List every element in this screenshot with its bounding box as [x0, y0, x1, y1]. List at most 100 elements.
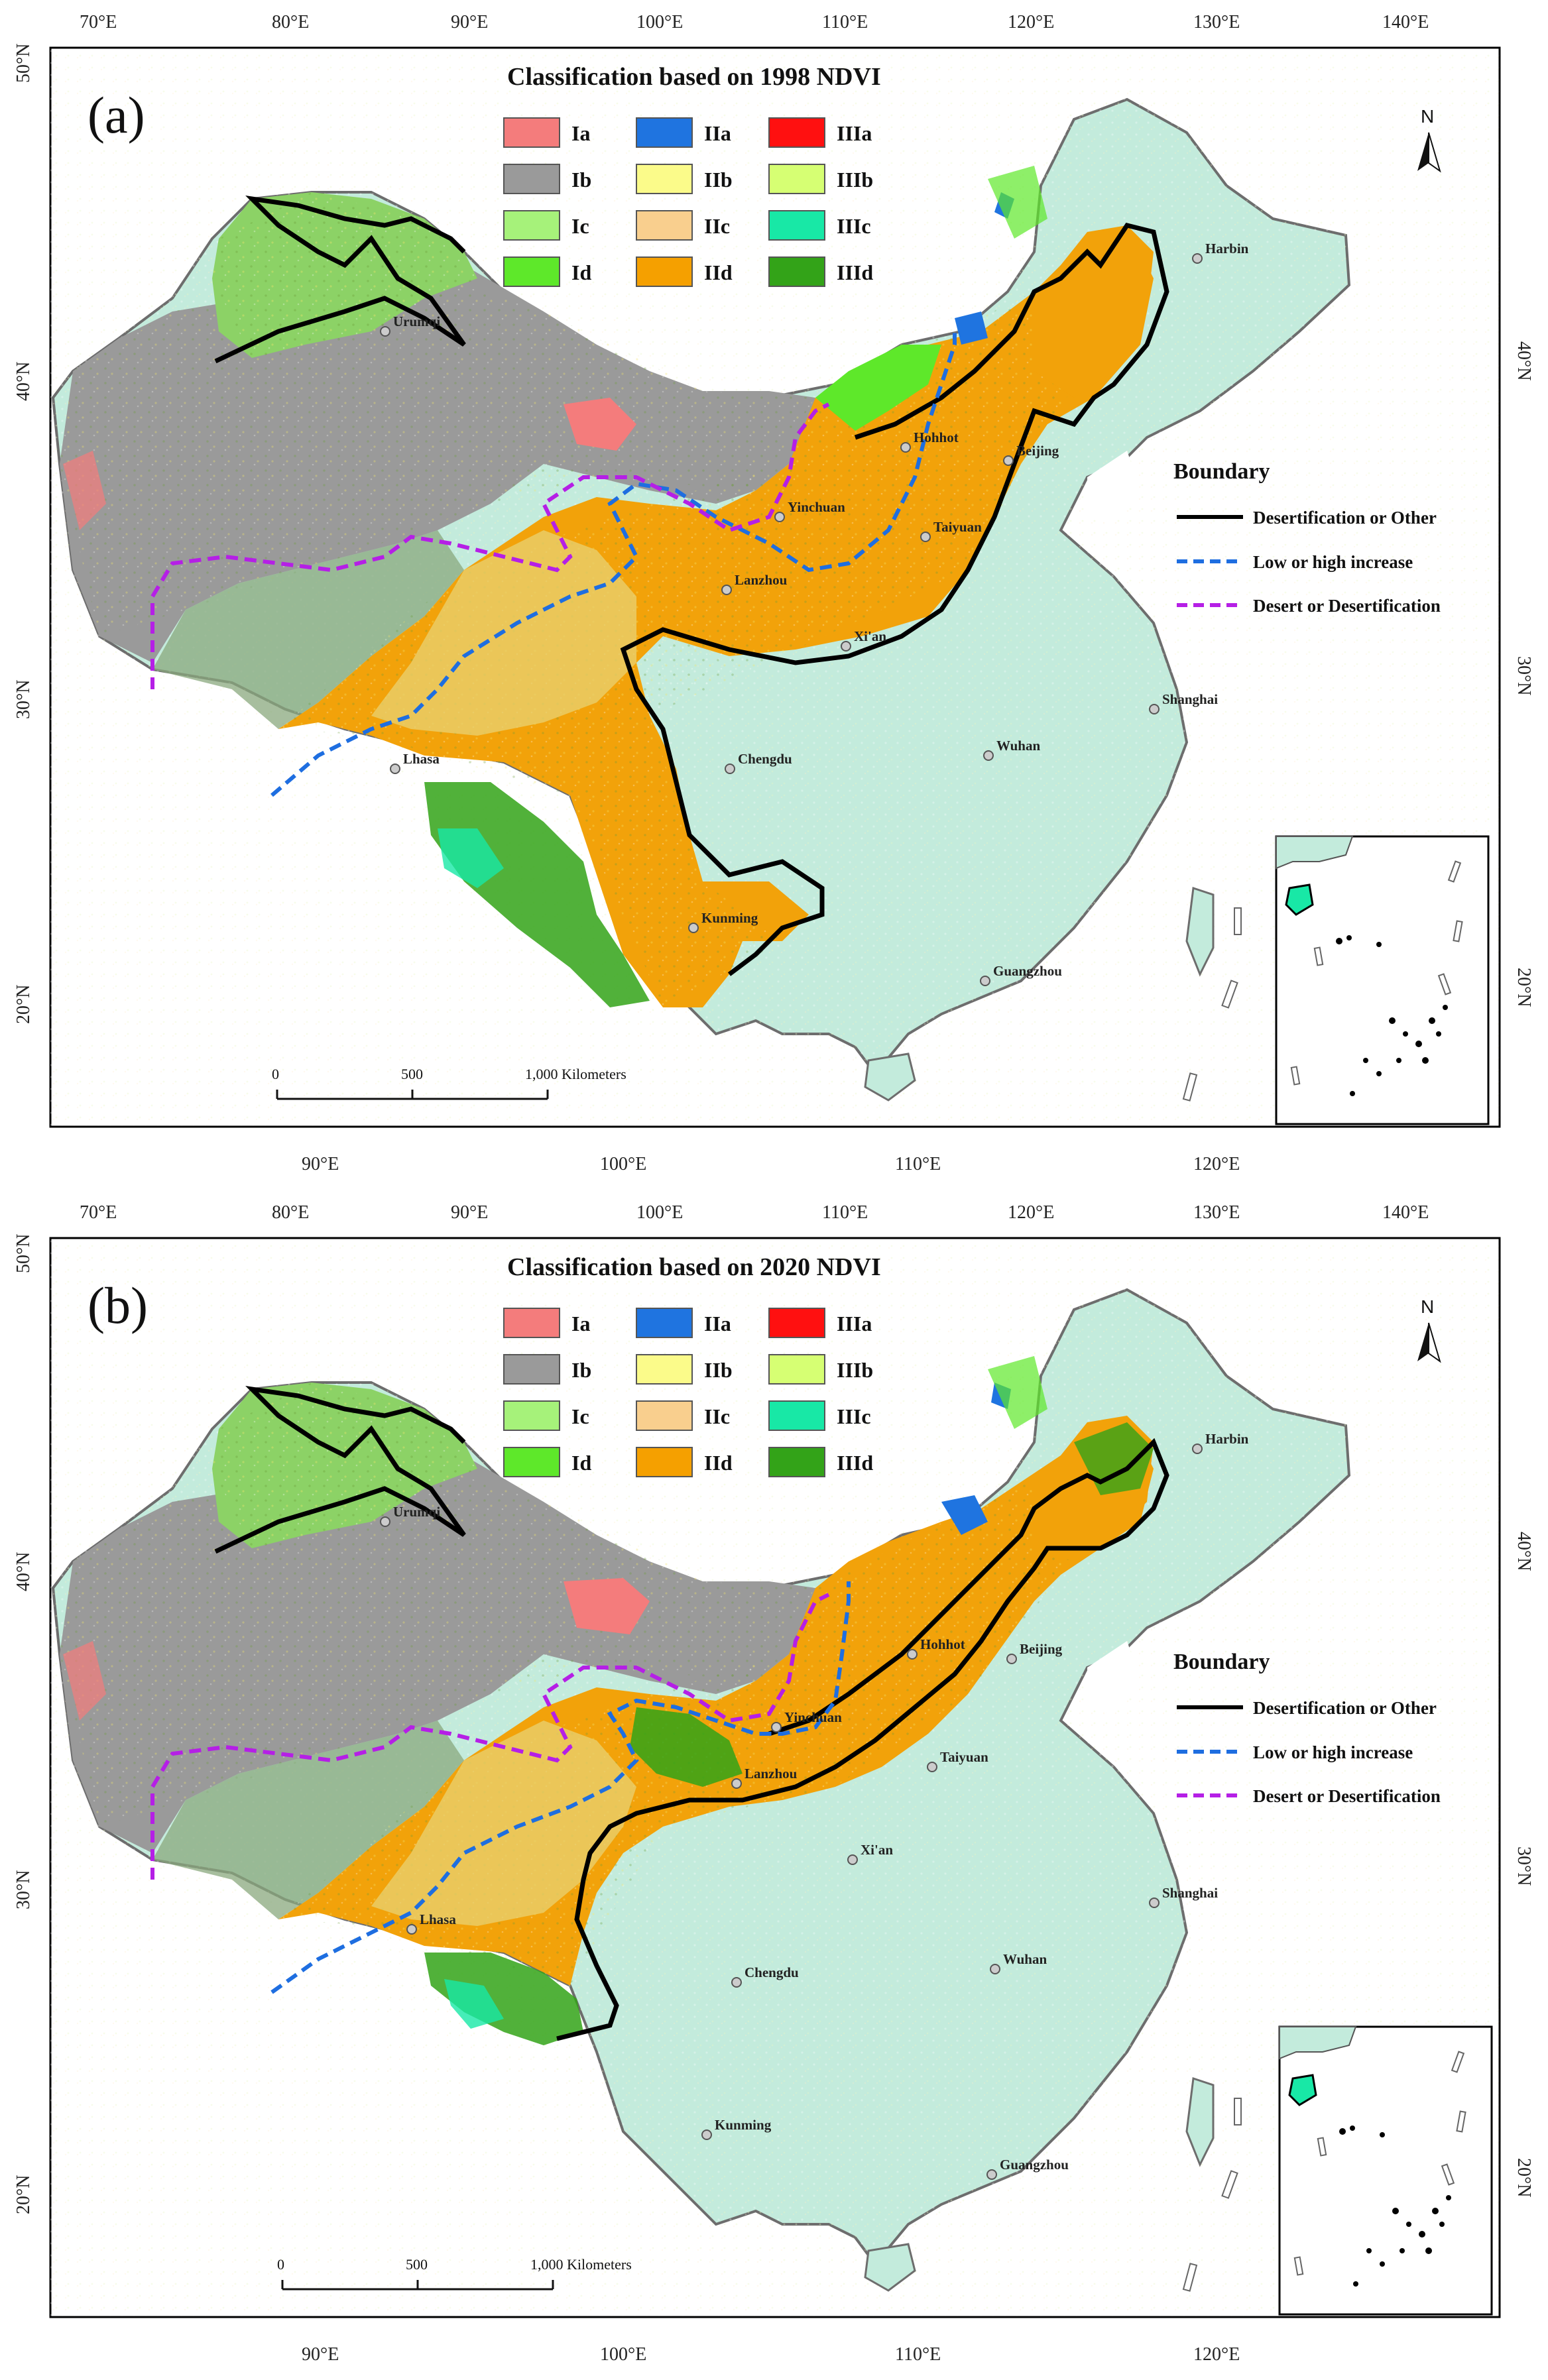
tick-r-40n: 40°N [1514, 341, 1534, 380]
city-marker [725, 764, 735, 774]
legend-swatch-Id [503, 256, 560, 287]
tick-b-110e: 110°E [895, 1154, 941, 1174]
svg-text:110°E: 110°E [895, 2344, 941, 2365]
city-marker [380, 326, 390, 337]
tick-b-90e: 90°E [302, 1154, 339, 1174]
city-label: Taiyuan [933, 519, 982, 535]
city-label: Guangzhou [1000, 2157, 1069, 2173]
map-b-svg: 70°E 80°E 90°E 100°E 110°E 120°E 130°E 1… [13, 1202, 1534, 2365]
legend-label-IIIa: IIIa [837, 1312, 872, 1335]
legend-swatch-IIIa [768, 117, 825, 148]
boundary-desertification [214, 1386, 1169, 2041]
svg-text:120°E: 120°E [1193, 2344, 1240, 2365]
svg-text:50°N: 50°N [13, 1234, 34, 1273]
hainan [864, 2243, 916, 2292]
legend-swatch-IIb [636, 164, 693, 194]
tick-50n: 50°N [13, 44, 34, 83]
south-china-sea-inset [1278, 2025, 1493, 2316]
svg-text:1,000 Kilometers: 1,000 Kilometers [525, 1066, 626, 1082]
legend-swatch-Ib [503, 164, 560, 194]
city-label: Kunming [701, 910, 758, 926]
city-label: Taiyuan [940, 1749, 988, 1765]
city-marker [900, 442, 911, 453]
legend-label-IIc: IIc [704, 1404, 730, 1428]
region-iiid-sw [424, 1953, 583, 2045]
city-marker [721, 585, 732, 595]
svg-text:N: N [1421, 1296, 1434, 1317]
region-iiic-sw [438, 828, 504, 888]
city-marker [1192, 253, 1203, 264]
city-label: Yinchuan [784, 1709, 842, 1725]
legend-label-IIId: IIId [837, 1451, 873, 1475]
city-marker [731, 1778, 742, 1789]
legend-label-IIb: IIb [704, 168, 733, 192]
coast-dash-2 [1221, 980, 1238, 1009]
legend-swatch-IIId [768, 1447, 825, 1477]
svg-text:120°E: 120°E [1008, 1202, 1054, 1223]
legend-swatch-IIIc [768, 1400, 825, 1431]
svg-text:100°E: 100°E [636, 1202, 683, 1223]
tick-130e: 130°E [1193, 12, 1240, 32]
legend-swatch-Ia [503, 117, 560, 148]
city-marker [731, 1977, 742, 1988]
tick-b-100e: 100°E [600, 1154, 646, 1174]
right-lat-ticks: 40°N 30°N 20°N [1514, 341, 1534, 1007]
city-label: Lhasa [403, 751, 440, 767]
svg-text:100°E: 100°E [600, 2344, 646, 2365]
bohai-sea [1087, 451, 1140, 524]
legend-swatch-IIb [636, 1354, 693, 1385]
boundary-desert [150, 1593, 830, 1880]
svg-text:1,000 Kilometers: 1,000 Kilometers [530, 2256, 632, 2273]
scale-bar: 0 500 1,000 Kilometers [277, 2256, 632, 2291]
city-labels: Harbin Urumqi Hohhot Beijing Yinchuan Taiyuan… [380, 241, 1249, 986]
coast-dash-3 [1182, 1072, 1198, 1102]
city-labels: Harbin Urumqi Hohhot Beijing Yinchuan Taiyuan… [380, 1431, 1249, 2180]
city-label: Urumqi [393, 1504, 440, 1520]
map-title: Classification based on 1998 NDVI [507, 63, 881, 91]
legend-label-IIc: IIc [704, 214, 730, 238]
city-marker [688, 923, 699, 933]
tick-r-20n: 20°N [1514, 968, 1534, 1007]
tick-100e: 100°E [636, 12, 683, 32]
bohai-sea [1087, 1641, 1140, 1714]
legend-swatch-IIIc [768, 210, 825, 241]
map-panel-a: 70°E 80°E 90°E 100°E 110°E 120°E 130°E 1… [13, 12, 1534, 1174]
boundary-item-blue: Low or high increase [1253, 552, 1413, 572]
legend-label-Ib: Ib [571, 168, 591, 192]
tick-80e: 80°E [272, 12, 309, 32]
svg-text:20°N: 20°N [13, 2175, 34, 2214]
legend-label-Ia: Ia [571, 1312, 590, 1335]
bottom-lon-ticks: 90°E 100°E 110°E 120°E [302, 1154, 1240, 1174]
legend-swatch-IId [636, 256, 693, 287]
legend-swatch-Ic [503, 1400, 560, 1431]
tick-20n: 20°N [13, 985, 34, 1024]
region-ia-patch [564, 398, 636, 451]
taiwan [1185, 2076, 1215, 2167]
legend-swatch-IIc [636, 1400, 693, 1431]
tick-120e: 120°E [1008, 12, 1054, 32]
legend-swatch-Ia [503, 1308, 560, 1338]
legend-swatch-Ib [503, 1354, 560, 1385]
panel-letter: (a) [88, 86, 145, 144]
city-label: Harbin [1205, 241, 1249, 256]
city-label: Urumqi [393, 313, 440, 329]
map-panel-b: 70°E 80°E 90°E 100°E 110°E 120°E 130°E 1… [0, 1190, 1548, 2380]
legend-swatch-IIa [636, 1308, 693, 1338]
city-label: Guangzhou [993, 963, 1062, 979]
city-label: Lhasa [420, 1911, 456, 1927]
region-ia-patch [564, 1578, 650, 1634]
legend-swatch-Id [503, 1447, 560, 1477]
region-ia-west [63, 451, 106, 530]
tick-r-30n: 30°N [1514, 656, 1534, 695]
city-label: Xi'an [854, 628, 886, 644]
legend-label-Ic: Ic [571, 214, 589, 238]
top-lon-ticks: 70°E 80°E 90°E 100°E 110°E 120°E 130°E 1… [80, 12, 1429, 32]
city-label: Harbin [1205, 1431, 1249, 1447]
bottom-lon-ticks: 90°E 100°E 110°E 120°E [302, 2344, 1240, 2365]
legend-label-Id: Id [571, 1451, 591, 1475]
tick-70e: 70°E [80, 12, 117, 32]
city-marker [986, 2169, 997, 2180]
region-plateau-west [152, 530, 464, 729]
region-iib-plateau [371, 1721, 636, 1926]
legend-label-Id: Id [571, 260, 591, 284]
